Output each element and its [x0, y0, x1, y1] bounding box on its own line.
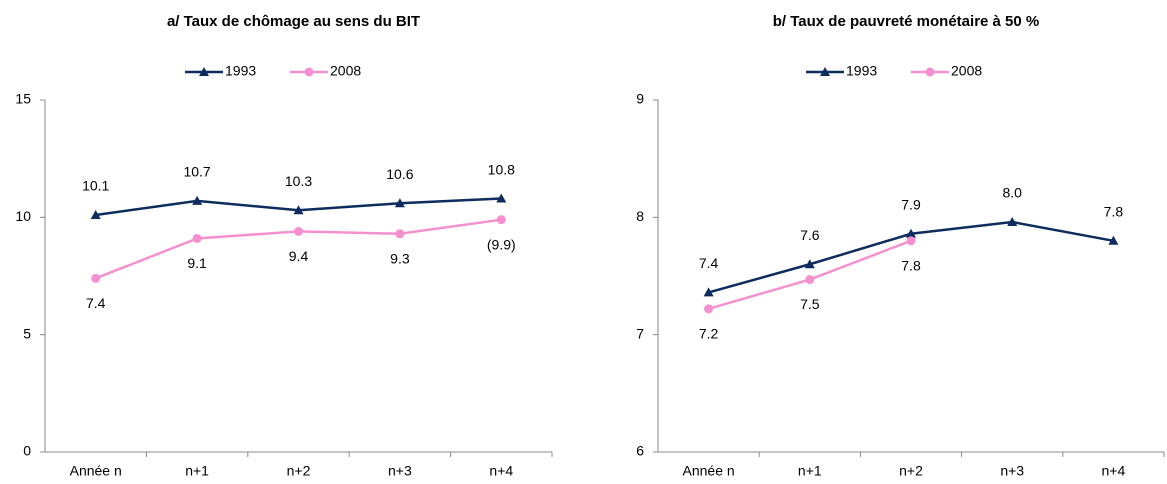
x-tick-label: n+1: [798, 463, 822, 479]
legend-label: 2008: [951, 63, 982, 79]
marker: [906, 236, 916, 246]
data-label: 7.4: [86, 295, 106, 311]
marker: [1108, 235, 1119, 245]
marker: [91, 273, 101, 283]
data-label: 7.6: [800, 227, 820, 243]
data-label: 7.5: [800, 296, 820, 312]
marker: [294, 226, 303, 236]
y-tick-label: 15: [15, 91, 31, 107]
data-label: 10.7: [183, 164, 210, 180]
data-label: 9.3: [390, 250, 410, 266]
marker: [304, 67, 314, 77]
y-tick-label: 9: [636, 91, 644, 107]
marker: [199, 67, 209, 76]
data-label: 9.4: [289, 248, 309, 264]
data-label: 10.8: [488, 161, 515, 177]
legend-label: 1993: [846, 63, 877, 79]
data-label: 7.8: [901, 258, 921, 274]
marker: [394, 198, 405, 208]
marker: [1007, 217, 1018, 227]
data-label: 10.1: [82, 178, 109, 194]
marker: [395, 229, 405, 239]
x-tick-label: n+3: [1000, 463, 1024, 479]
data-label: 7.8: [1104, 204, 1124, 220]
x-tick-label: n+2: [287, 463, 311, 479]
marker: [925, 67, 935, 77]
data-label: 10.3: [285, 173, 312, 189]
marker: [293, 205, 304, 215]
marker: [804, 259, 815, 269]
marker: [906, 228, 916, 238]
x-tick-label: n+1: [185, 463, 209, 479]
data-label: 7.4: [699, 255, 719, 271]
data-label: 7.2: [699, 326, 719, 342]
y-tick-label: 6: [636, 443, 644, 459]
legend-label: 1993: [225, 63, 256, 79]
marker: [703, 287, 714, 297]
y-tick-label: 0: [23, 443, 31, 459]
x-tick-label: n+4: [489, 463, 513, 479]
data-label: (9.9): [487, 236, 516, 252]
marker: [192, 195, 203, 205]
y-tick-label: 8: [636, 208, 644, 224]
marker: [192, 233, 202, 243]
y-tick-label: 5: [23, 325, 31, 341]
x-tick-label: n+3: [388, 463, 412, 479]
marker: [90, 209, 101, 219]
x-tick-label: n+4: [1102, 463, 1126, 479]
x-tick-label: n+2: [899, 463, 923, 479]
y-tick-label: 10: [15, 208, 31, 224]
marker: [496, 193, 507, 203]
marker: [820, 67, 830, 76]
legend-label: 2008: [330, 63, 361, 79]
y-tick-label: 7: [636, 325, 644, 341]
marker: [805, 275, 815, 285]
chart-title: a/ Taux de chômage au sens du BIT: [167, 13, 420, 30]
chart-title: b/ Taux de pauvreté monétaire à 50 %: [773, 13, 1039, 30]
data-label: 9.1: [187, 255, 207, 271]
data-label: 8.0: [1002, 185, 1022, 201]
data-label: 10.6: [386, 166, 413, 182]
marker: [496, 215, 506, 225]
marker: [704, 304, 714, 314]
x-tick-label: Année n: [683, 463, 735, 479]
x-tick-label: Année n: [70, 463, 122, 479]
data-label: 7.9: [901, 196, 921, 212]
